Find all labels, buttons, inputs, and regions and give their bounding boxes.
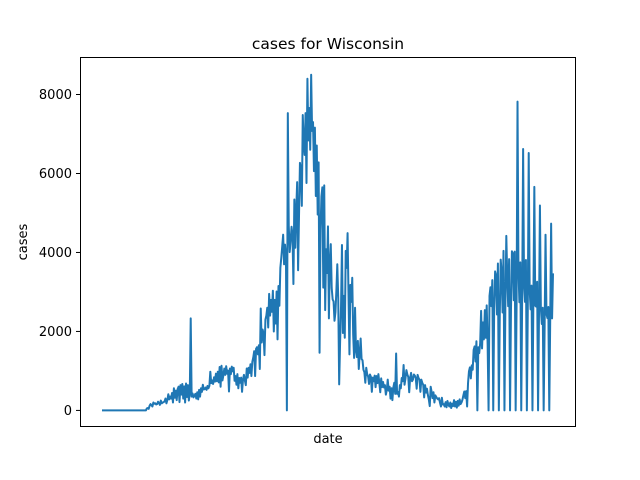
series-line-0 xyxy=(101,73,554,412)
plot-area xyxy=(101,73,554,412)
y-tick-label: 4000 xyxy=(39,246,72,261)
chart-title: cases for Wisconsin xyxy=(252,35,404,53)
y-axis-label: cases xyxy=(16,223,31,260)
y-tick-label: 6000 xyxy=(39,167,72,182)
y-tick-label: 8000 xyxy=(39,88,72,103)
y-tick-label: 0 xyxy=(64,404,72,419)
axes-frame xyxy=(80,57,576,427)
y-tick-label: 2000 xyxy=(39,325,72,340)
y-axis: 0 2000 4000 6000 8000 xyxy=(39,88,80,419)
x-axis-label: date xyxy=(313,432,342,447)
